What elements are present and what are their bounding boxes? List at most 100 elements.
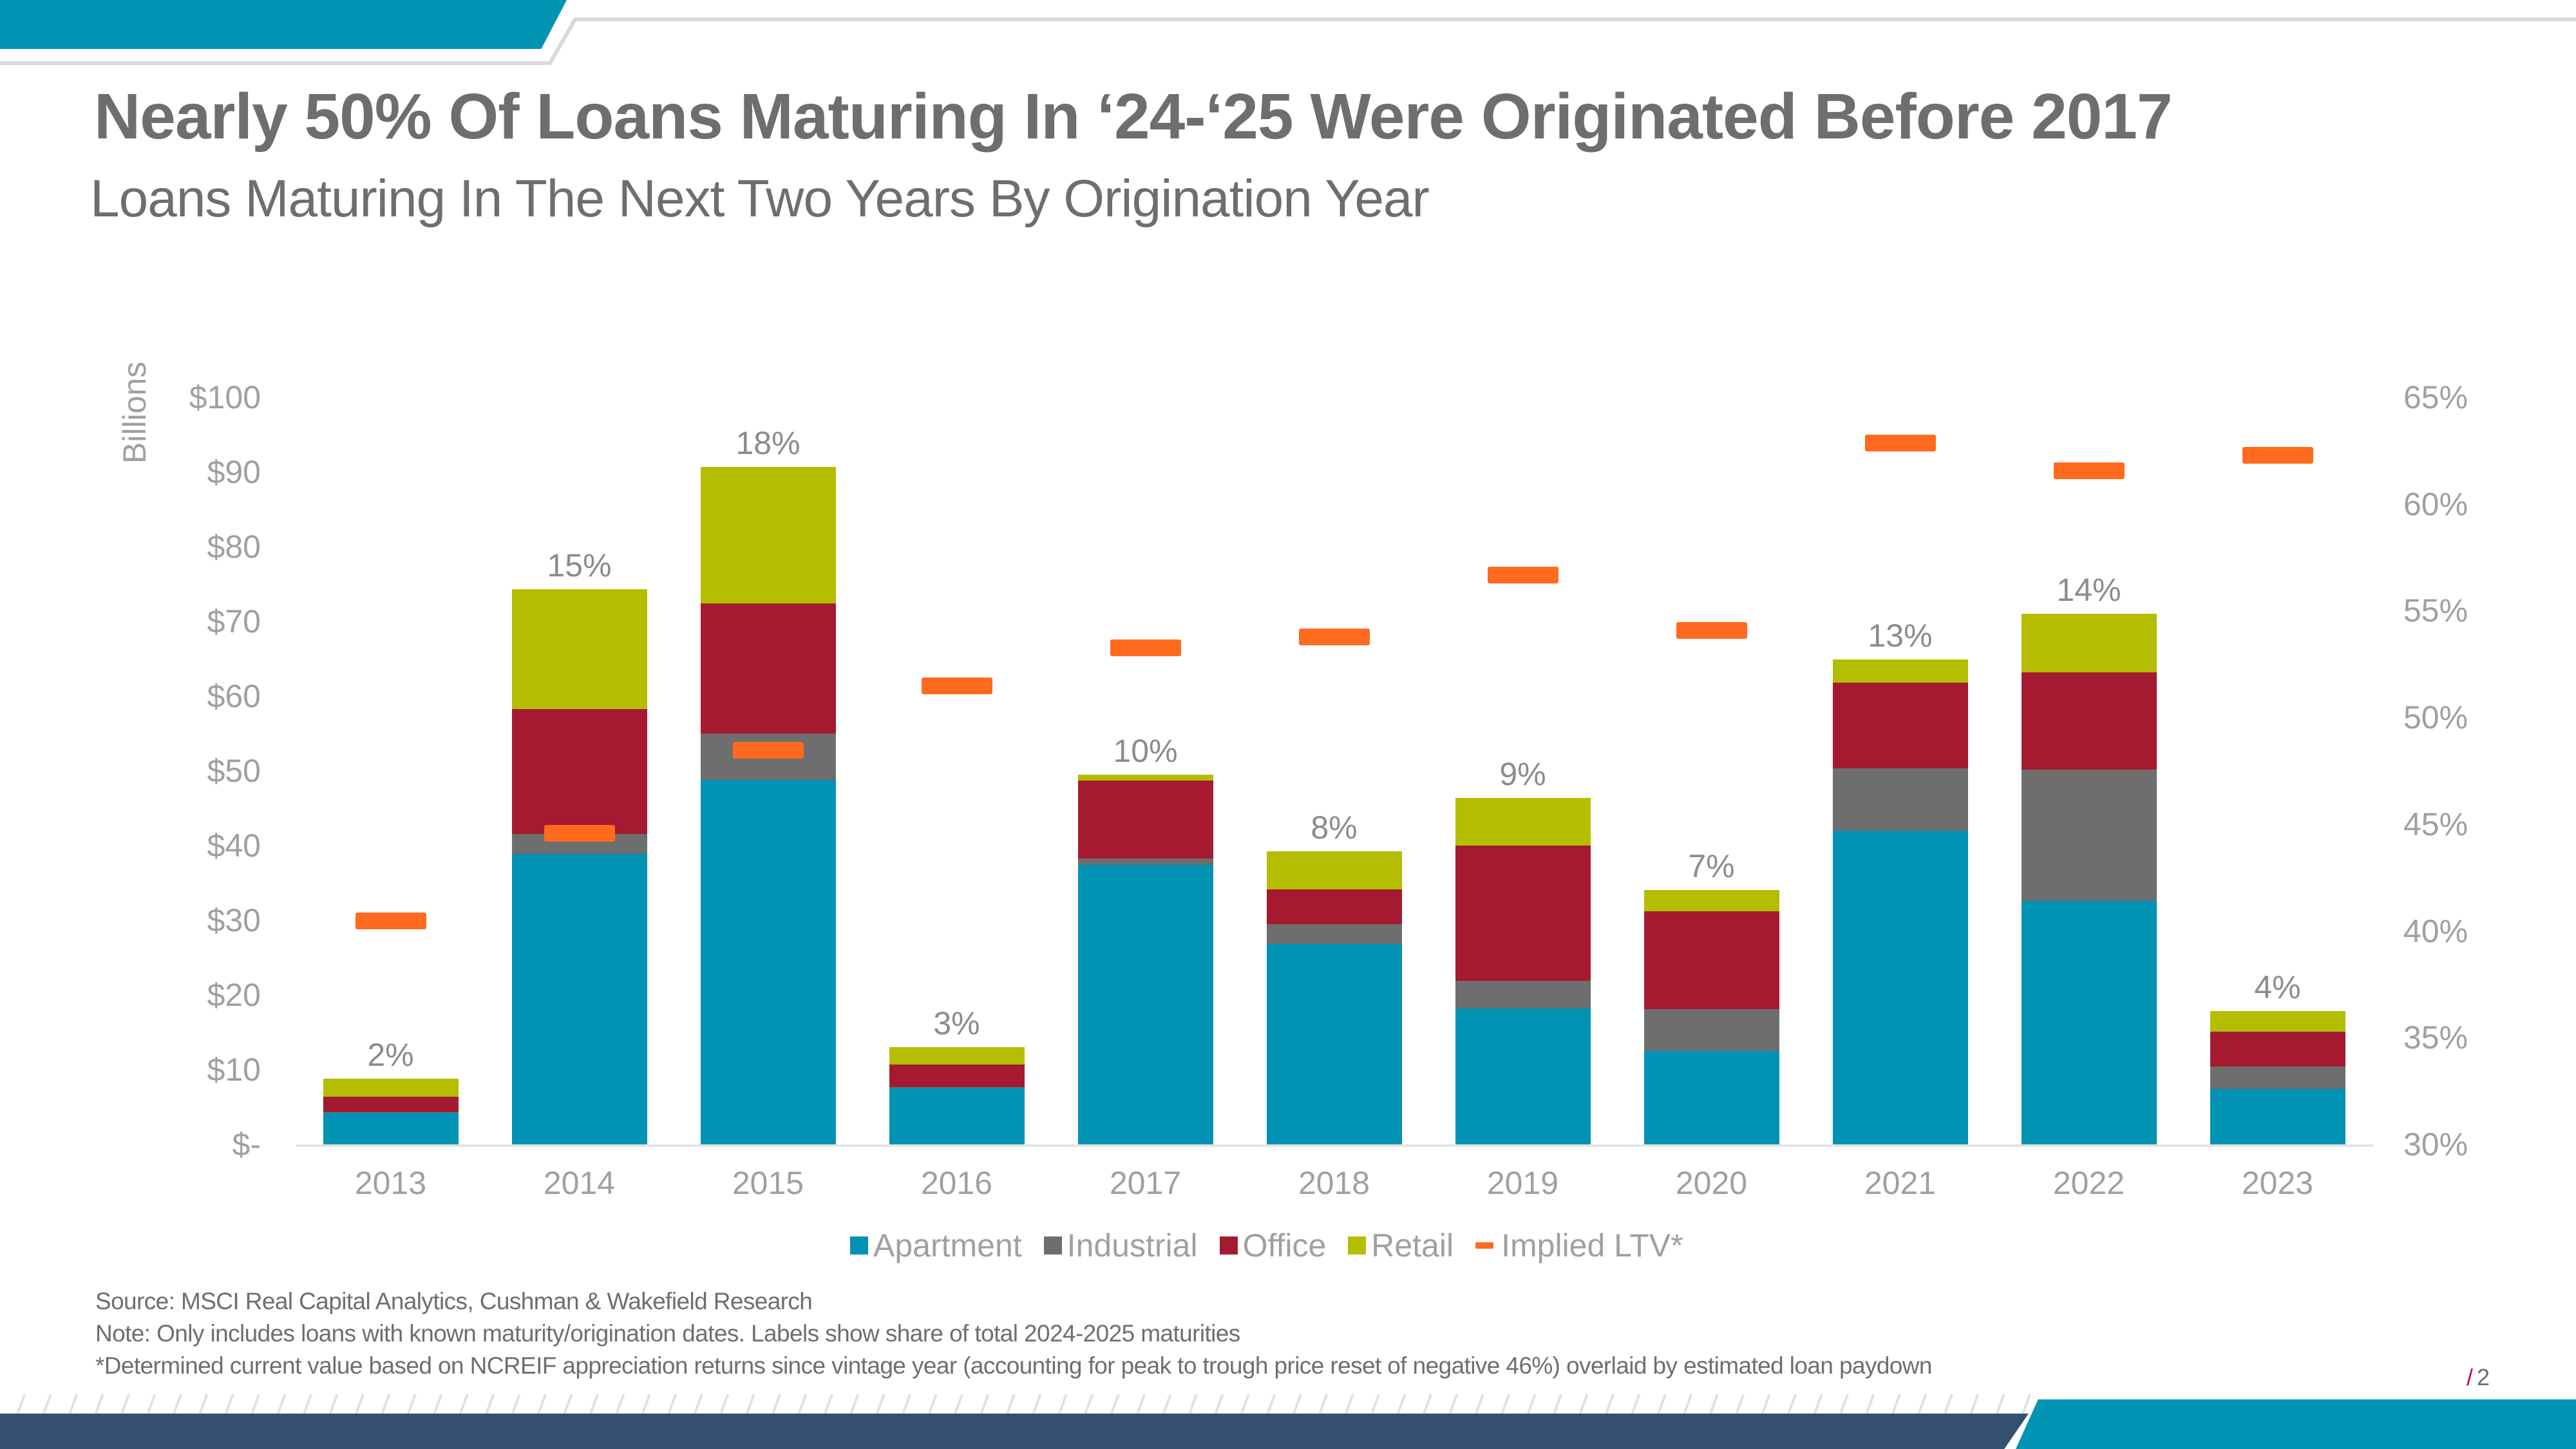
data-label: 8% — [1311, 810, 1358, 846]
x-tick: 2020 — [1675, 1165, 1748, 1201]
apartment-swatch-icon — [850, 1236, 868, 1255]
y-tick-left: $60 — [207, 678, 261, 714]
bar-segment-retail — [1077, 774, 1213, 781]
header-divider-line — [0, 17, 2576, 65]
x-tick: 2021 — [1864, 1165, 1937, 1201]
footer-navy-bar — [0, 1414, 2029, 1449]
bar-segment-industrial — [1832, 768, 1968, 831]
bar-segment-office — [2021, 672, 2157, 770]
x-tick: 2023 — [2241, 1165, 2314, 1201]
y-tick-right: 60% — [2403, 486, 2468, 522]
legend-item-implied-ltv: Implied LTV* — [1475, 1227, 1683, 1264]
legend-label-implied-ltv: Implied LTV* — [1501, 1227, 1683, 1264]
bar-segment-apartment — [511, 853, 647, 1145]
y-tick-right: 40% — [2403, 913, 2468, 949]
stacked-bar-chart: Billions $- $10 $20 $30 $40 $50 $60 $70 $80 $90 $1… — [117, 362, 2468, 1201]
x-tick: 2015 — [732, 1165, 804, 1201]
bar-segment-office — [1266, 889, 1402, 924]
bar-segment-retail — [889, 1047, 1025, 1065]
ltv-dash-icon — [1475, 1242, 1494, 1249]
chart-legend: Apartment Industrial Office Retail Impli… — [850, 1227, 1705, 1264]
bar-segment-office — [1455, 845, 1591, 981]
bar-segment-apartment — [1077, 865, 1213, 1145]
legend-item-retail: Retail — [1348, 1227, 1454, 1264]
y-tick-left: $- — [232, 1126, 261, 1162]
industrial-swatch-icon — [1043, 1236, 1062, 1255]
data-label: 10% — [1113, 732, 1178, 769]
y-tick-right: 55% — [2403, 592, 2468, 629]
bar-segment-industrial — [1266, 923, 1402, 944]
data-label: 7% — [1688, 848, 1735, 885]
office-swatch-icon — [1219, 1236, 1238, 1255]
methodology-note: Note: Only includes loans with known mat… — [95, 1320, 1240, 1347]
x-tick: 2014 — [543, 1165, 616, 1201]
ltv-marker-icon — [544, 825, 615, 842]
ltv-marker-icon — [2053, 462, 2125, 479]
ltv-marker-icon — [1110, 639, 1181, 656]
page-slash: / — [2467, 1364, 2474, 1390]
data-label: 4% — [2254, 969, 2301, 1006]
legend-item-industrial: Industrial — [1043, 1227, 1198, 1264]
y-tick-right: 30% — [2403, 1126, 2468, 1162]
x-tick: 2022 — [2052, 1165, 2125, 1201]
bar-segment-apartment — [889, 1087, 1025, 1145]
bar-segment-industrial — [1643, 1009, 1779, 1051]
legend-label-retail: Retail — [1371, 1227, 1454, 1264]
bar-segment-retail — [2210, 1011, 2345, 1032]
y-tick-left: $50 — [207, 753, 261, 789]
retail-swatch-icon — [1348, 1236, 1367, 1255]
ltv-marker-icon — [355, 913, 426, 929]
ltv-marker-icon — [1487, 567, 1558, 584]
legend-item-office: Office — [1219, 1227, 1326, 1264]
y-tick-left: $40 — [207, 828, 261, 864]
bar-segment-apartment — [1643, 1050, 1779, 1145]
data-label: 9% — [1499, 755, 1546, 792]
bar-segment-office — [700, 603, 836, 734]
y-tick-right: 50% — [2403, 699, 2468, 736]
source-note: Source: MSCI Real Capital Analytics, Cus… — [95, 1288, 813, 1314]
legend-item-apartment: Apartment — [850, 1227, 1022, 1264]
bar-segment-office — [511, 708, 647, 835]
bar-segment-retail — [1832, 659, 1968, 683]
bar-segment-office — [2210, 1031, 2345, 1067]
bar-segment-office — [323, 1096, 459, 1112]
x-tick: 2013 — [354, 1165, 427, 1201]
x-tick: 2016 — [920, 1165, 993, 1201]
bar-segment-retail — [1455, 797, 1591, 846]
page-number-value: 2 — [2477, 1364, 2490, 1390]
y-tick-left: $30 — [207, 902, 261, 938]
ltv-marker-icon — [1864, 434, 1936, 451]
ltv-marker-icon — [1676, 622, 1747, 639]
bar-segment-retail — [511, 589, 647, 709]
bar-segment-industrial — [323, 1112, 459, 1113]
header-accent-bar — [0, 0, 567, 49]
bar-segment-apartment — [700, 779, 836, 1145]
y-tick-left: $100 — [189, 379, 261, 415]
y-tick-right: 45% — [2403, 806, 2468, 842]
legend-label-apartment: Apartment — [873, 1227, 1022, 1264]
bar-segment-industrial — [889, 1086, 1025, 1088]
bar-segment-industrial — [1077, 858, 1213, 865]
y-tick-left: $90 — [207, 454, 261, 490]
bar-segment-industrial — [2021, 769, 2157, 901]
bar-segment-apartment — [2021, 900, 2157, 1145]
bar-segment-office — [889, 1064, 1025, 1087]
bar-segment-office — [1077, 780, 1213, 858]
y-tick-left: $20 — [207, 977, 261, 1013]
ltv-marker-icon — [1298, 629, 1370, 646]
ltv-marker-icon — [921, 677, 992, 695]
x-axis-line — [296, 1144, 2373, 1147]
footer-teal-bar — [2016, 1399, 2576, 1449]
y-tick-right: 65% — [2403, 379, 2468, 415]
data-label: 3% — [933, 1005, 980, 1042]
ltv-footnote: *Determined current value based on NCREI… — [95, 1352, 1933, 1379]
x-tick: 2017 — [1109, 1165, 1182, 1201]
footer-hatch-pattern — [0, 1394, 2035, 1414]
x-tick: 2019 — [1486, 1165, 1559, 1201]
data-label: 13% — [1868, 618, 1933, 654]
data-label: 2% — [367, 1036, 414, 1073]
bar-segment-apartment — [2210, 1089, 2345, 1145]
y-tick-left: $80 — [207, 529, 261, 565]
bar-segment-apartment — [1455, 1008, 1591, 1145]
bar-segment-industrial — [1455, 980, 1591, 1009]
